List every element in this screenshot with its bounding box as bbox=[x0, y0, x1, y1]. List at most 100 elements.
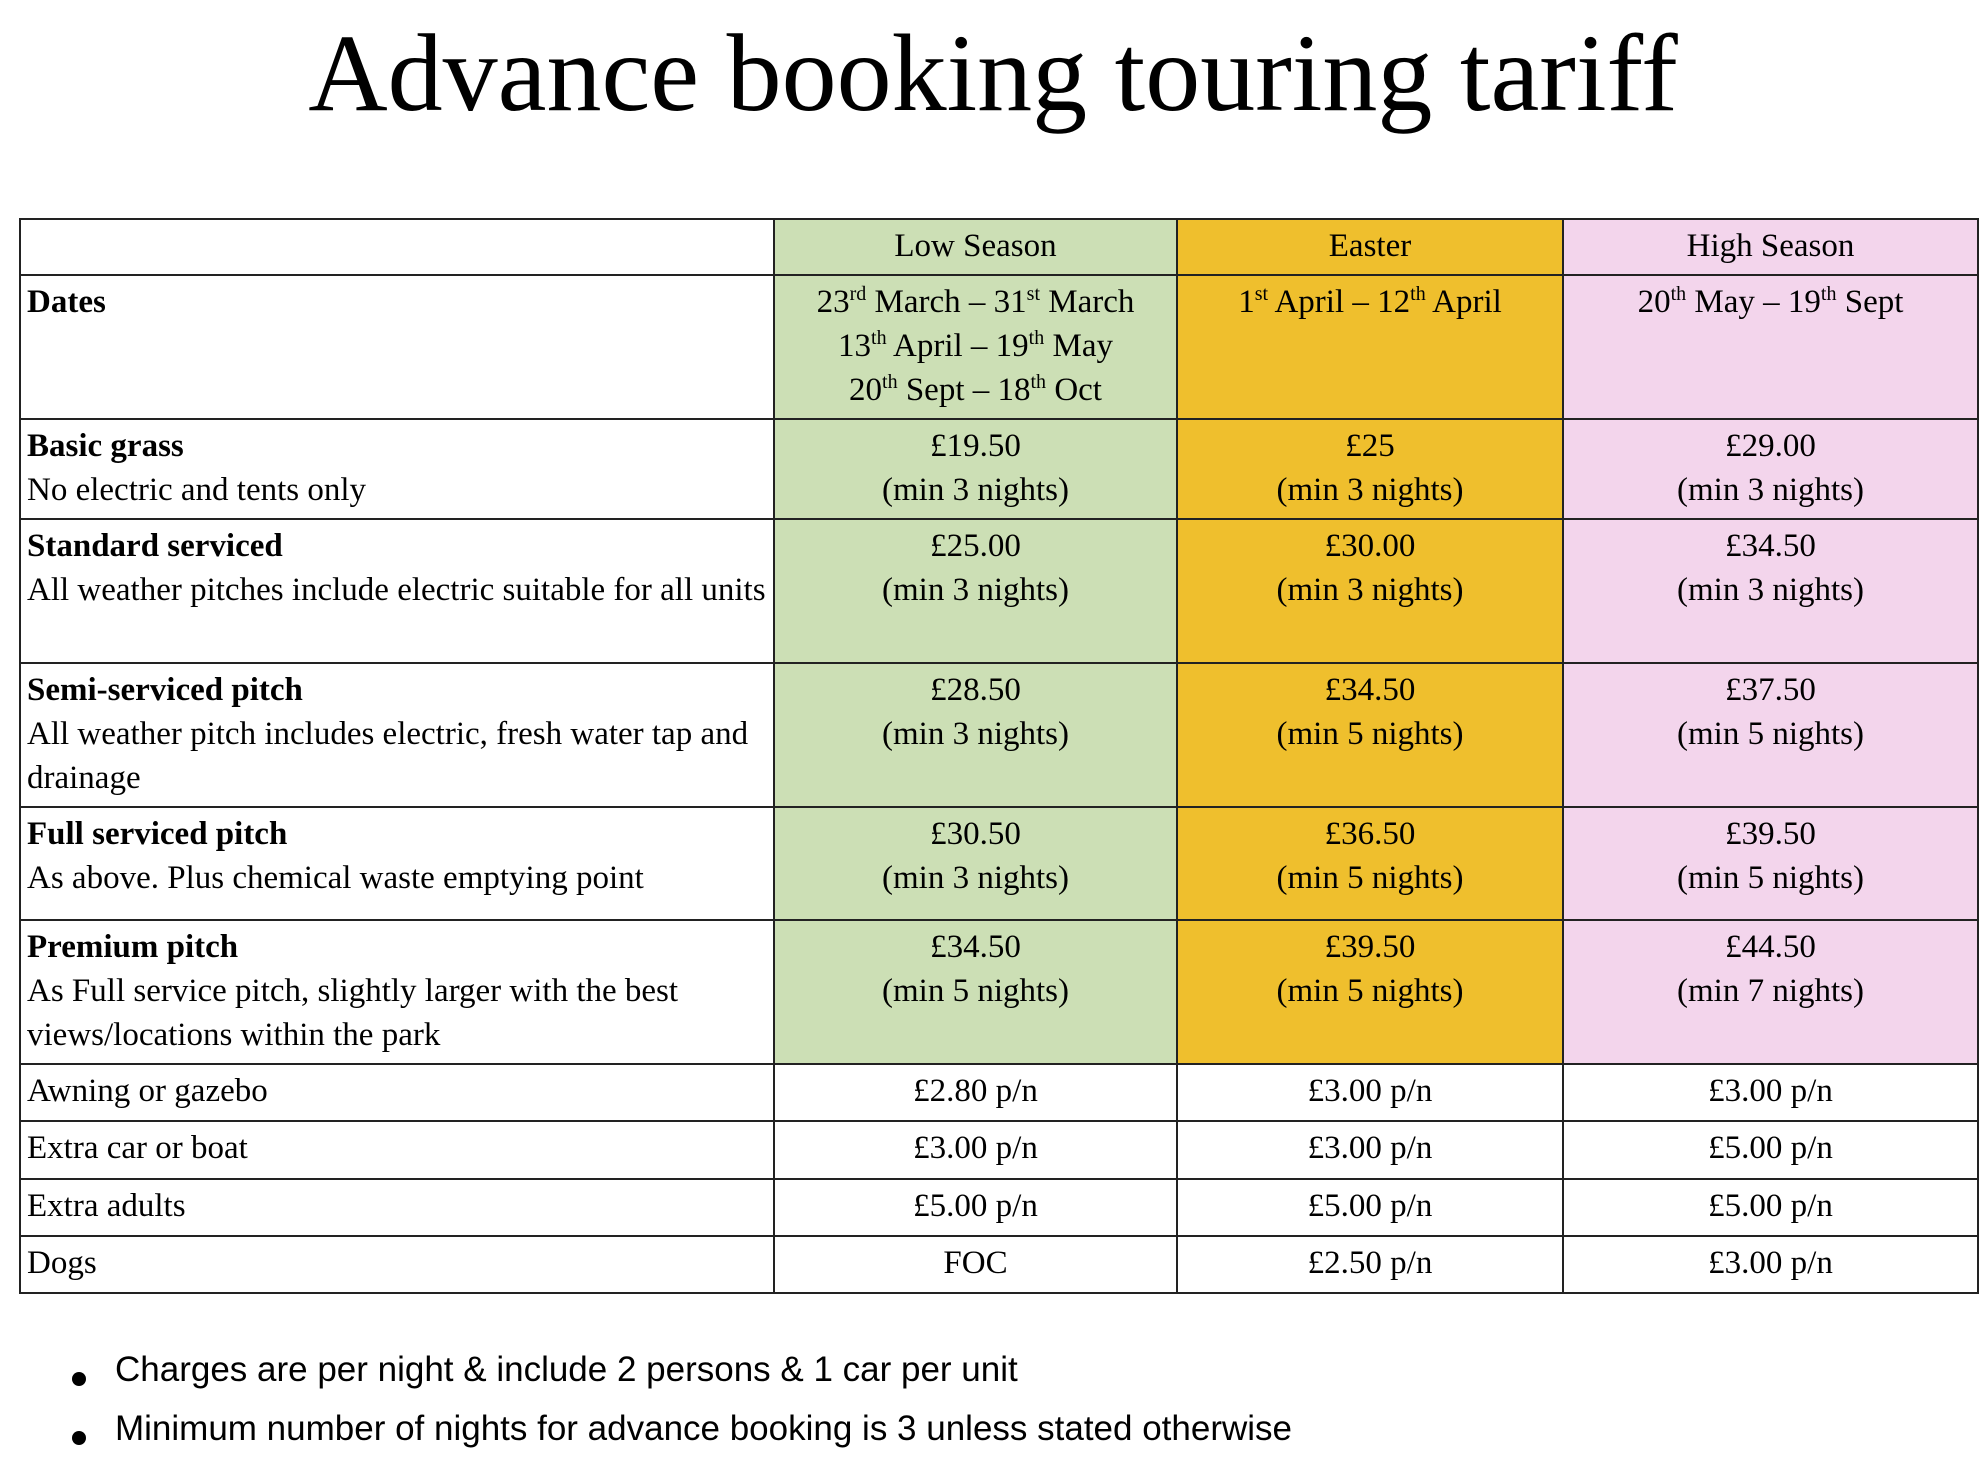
pitch-label: Semi-serviced pitch All weather pitch inc… bbox=[19, 662, 775, 808]
price: £44.50 bbox=[1725, 929, 1816, 965]
date-part: th bbox=[1410, 283, 1426, 305]
extra-price-low: £5.00 p/n bbox=[773, 1178, 1178, 1237]
pitch-label: Standard serviced All weather pitches inc… bbox=[19, 518, 775, 664]
min-nights: (min 5 nights) bbox=[1276, 973, 1464, 1009]
price-cell-low: £25.00 (min 3 nights) bbox=[773, 518, 1178, 664]
date-part: April – bbox=[886, 328, 996, 364]
price-cell-easter: £34.50 (min 5 nights) bbox=[1176, 662, 1564, 808]
date-part: 20 bbox=[1637, 284, 1671, 320]
date-part: th bbox=[1670, 283, 1687, 305]
date-part: May – bbox=[1686, 284, 1788, 320]
date-part: 1 bbox=[1238, 284, 1255, 320]
min-nights: (min 3 nights) bbox=[882, 860, 1069, 896]
date-part: th bbox=[1030, 371, 1047, 393]
price-cell-high: £29.00 (min 3 nights) bbox=[1562, 418, 1979, 520]
date-part: March bbox=[1040, 284, 1135, 320]
pitch-description: As above. Plus chemical waste emptying p… bbox=[27, 860, 644, 896]
header-easter: Easter bbox=[1176, 218, 1564, 276]
min-nights: (min 3 nights) bbox=[882, 716, 1069, 752]
pitch-label: Full serviced pitch As above. Plus chemic… bbox=[19, 806, 775, 921]
date-range: 1st April – 12th April bbox=[1184, 280, 1556, 324]
price-cell-high: £44.50 (min 7 nights) bbox=[1562, 919, 1979, 1065]
extra-price-high: £5.00 p/n bbox=[1562, 1120, 1979, 1180]
note-item: Minimum number of nights for advance boo… bbox=[115, 1409, 1292, 1448]
extra-price-easter: £3.00 p/n bbox=[1176, 1120, 1564, 1180]
price: £36.50 bbox=[1324, 816, 1416, 852]
pitch-name: Standard serviced bbox=[27, 528, 283, 564]
extra-price-easter: £2.50 p/n bbox=[1176, 1235, 1564, 1294]
date-part: Oct bbox=[1046, 372, 1102, 408]
pitch-description: No electric and tents only bbox=[27, 472, 367, 508]
price: £30.00 bbox=[1324, 528, 1416, 564]
price-cell-low: £28.50 (min 3 nights) bbox=[773, 662, 1178, 808]
min-nights: (min 3 nights) bbox=[882, 572, 1069, 608]
price-cell-low: £30.50 (min 3 nights) bbox=[773, 806, 1178, 921]
min-nights: (min 5 nights) bbox=[882, 973, 1069, 1009]
pitch-name: Premium pitch bbox=[27, 929, 239, 965]
extra-price-high: £3.00 p/n bbox=[1562, 1235, 1979, 1294]
tariff-table: Low Season Easter High Season Dates 23rd… bbox=[19, 218, 1979, 1294]
price-cell-high: £34.50 (min 3 nights) bbox=[1562, 518, 1979, 664]
price: £34.50 bbox=[930, 929, 1021, 965]
note-item: Charges are per night & include 2 person… bbox=[115, 1350, 1018, 1389]
date-range: 13th April – 19th May bbox=[781, 324, 1170, 368]
date-part: th bbox=[882, 371, 898, 393]
date-part: th bbox=[1028, 327, 1045, 349]
date-part: March – bbox=[866, 284, 994, 320]
extra-price-high: £3.00 p/n bbox=[1562, 1063, 1979, 1122]
date-part: April bbox=[1425, 284, 1502, 320]
pitch-row: Basic grass No electric and tents only £19… bbox=[19, 418, 1979, 520]
dates-low: 23rd March – 31st March 13th April – 19th… bbox=[773, 274, 1178, 420]
price-cell-easter: £30.00 (min 3 nights) bbox=[1176, 518, 1564, 664]
extra-label: Dogs bbox=[19, 1235, 775, 1294]
dates-easter: 1st April – 12th April bbox=[1176, 274, 1564, 420]
date-part: Sept bbox=[1836, 284, 1904, 320]
date-range: 20th Sept – 18th Oct bbox=[781, 368, 1170, 412]
empty-header-cell bbox=[19, 218, 775, 276]
price-cell-easter: £39.50 (min 5 nights) bbox=[1176, 919, 1564, 1065]
extra-label: Awning or gazebo bbox=[19, 1063, 775, 1122]
price: £19.50 bbox=[930, 428, 1021, 464]
pitch-row: Semi-serviced pitch All weather pitch inc… bbox=[19, 662, 1979, 808]
date-range: 23rd March – 31st March bbox=[781, 280, 1170, 324]
pitch-name: Full serviced pitch bbox=[27, 816, 288, 852]
date-part: st bbox=[1026, 283, 1040, 305]
date-part: st bbox=[1254, 283, 1269, 305]
price-cell-low: £34.50 (min 5 nights) bbox=[773, 919, 1178, 1065]
price: £37.50 bbox=[1725, 672, 1816, 708]
extra-price-easter: £5.00 p/n bbox=[1176, 1178, 1564, 1237]
dates-label: Dates bbox=[19, 274, 775, 420]
date-part: April – bbox=[1268, 284, 1378, 320]
min-nights: (min 5 nights) bbox=[1677, 716, 1864, 752]
date-part: 13 bbox=[838, 328, 872, 364]
price-cell-high: £39.50 (min 5 nights) bbox=[1562, 806, 1979, 921]
extra-label: Extra car or boat bbox=[19, 1120, 775, 1180]
pitch-label: Premium pitch As Full service pitch, slig… bbox=[19, 919, 775, 1065]
pitch-row: Full serviced pitch As above. Plus chemic… bbox=[19, 806, 1979, 921]
min-nights: (min 3 nights) bbox=[882, 472, 1069, 508]
pitch-label: Basic grass No electric and tents only bbox=[19, 418, 775, 520]
price: £29.00 bbox=[1725, 428, 1816, 464]
min-nights: (min 3 nights) bbox=[1677, 472, 1864, 508]
min-nights: (min 5 nights) bbox=[1276, 860, 1464, 896]
price: £34.50 bbox=[1324, 672, 1416, 708]
date-part: 18 bbox=[997, 372, 1031, 408]
price-cell-easter: £25 (min 3 nights) bbox=[1176, 418, 1564, 520]
date-part: rd bbox=[849, 283, 867, 305]
season-header-row: Low Season Easter High Season bbox=[19, 218, 1979, 276]
date-part: 12 bbox=[1377, 284, 1411, 320]
extra-price-low: £3.00 p/n bbox=[773, 1120, 1178, 1180]
pitch-row: Standard serviced All weather pitches inc… bbox=[19, 518, 1979, 664]
min-nights: (min 3 nights) bbox=[1677, 572, 1864, 608]
price: £30.50 bbox=[930, 816, 1021, 852]
min-nights: (min 5 nights) bbox=[1677, 860, 1864, 896]
price-cell-high: £37.50 (min 5 nights) bbox=[1562, 662, 1979, 808]
pitch-name: Semi-serviced pitch bbox=[27, 672, 303, 708]
header-low-season: Low Season bbox=[773, 218, 1178, 276]
date-part: 20 bbox=[849, 372, 883, 408]
price: £25.00 bbox=[930, 528, 1021, 564]
header-high-season: High Season bbox=[1562, 218, 1979, 276]
date-part: 19 bbox=[995, 328, 1029, 364]
min-nights: (min 5 nights) bbox=[1276, 716, 1464, 752]
pitch-description: As Full service pitch, slightly larger w… bbox=[27, 973, 679, 1053]
